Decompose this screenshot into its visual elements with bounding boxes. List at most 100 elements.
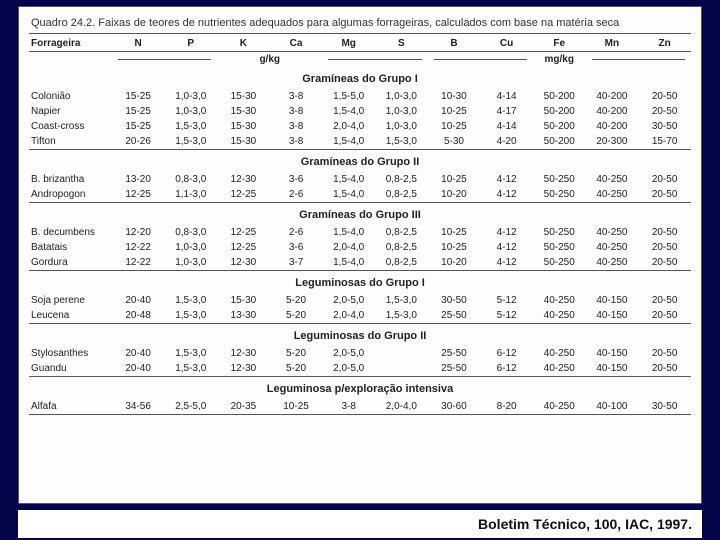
cell: 20-300 [586,134,639,150]
cell: 20-50 [638,225,691,240]
cell: 20-50 [638,346,691,361]
table-row: Stylosanthes20-401,5-3,012-305-202,0-5,0… [29,346,691,361]
cell: 5-20 [270,308,323,324]
table-row: Andropogon12-251,1-3,012-252-61,5-4,00,8… [29,187,691,203]
row-label: Stylosanthes [29,346,112,361]
cell: 0,8-3,0 [164,225,217,240]
table-row: Coast-cross15-251,5-3,015-303-82,0-4,01,… [29,119,691,134]
cell: 20-50 [638,187,691,203]
table-row: Napier15-251,0-3,015-303-81,5-4,01,0-3,0… [29,104,691,119]
cell: 10-20 [428,187,481,203]
table-row: Alfafa34-562,5-5,020-3510-253-82,0-4,030… [29,399,691,415]
cell: 2,0-5,0 [322,361,375,377]
cell: 0,8-3,0 [164,172,217,187]
cell: 1,5-4,0 [322,255,375,271]
col-cu: Cu [480,34,533,52]
cell: 4-20 [480,134,533,150]
cell: 34-56 [112,399,165,415]
group-title: Gramíneas do Grupo I [29,67,691,89]
cell: 5-20 [270,361,323,377]
group-header: Gramíneas do Grupo I [29,67,691,89]
cell [375,361,428,377]
nutrient-table: ForrageiraNPKCaMgSBCuFeMnZn g/kg mg/kg G… [29,34,691,415]
col-ca: Ca [270,34,323,52]
cell: 4-12 [480,172,533,187]
cell: 10-25 [270,399,323,415]
cell: 40-150 [586,293,639,308]
cell: 30-60 [428,399,481,415]
cell: 3-7 [270,255,323,271]
cell: 15-25 [112,104,165,119]
cell: 4-12 [480,255,533,271]
cell: 20-50 [638,89,691,104]
group-title: Gramíneas do Grupo II [29,150,691,172]
cell: 40-150 [586,361,639,377]
cell: 20-50 [638,361,691,377]
cell: 30-50 [638,399,691,415]
cell: 1,0-3,0 [375,104,428,119]
cell: 1,5-3,0 [164,308,217,324]
cell: 12-25 [112,187,165,203]
cell: 1,5-3,0 [375,308,428,324]
cell: 4-12 [480,187,533,203]
table-row: Gordura12-221,0-3,012-303-71,5-4,00,8-2,… [29,255,691,271]
cell: 0,8-2,5 [375,172,428,187]
cell: 25-50 [428,361,481,377]
cell: 5-20 [270,293,323,308]
cell: 2,0-4,0 [322,119,375,134]
group-header: Gramíneas do Grupo III [29,203,691,225]
row-label: Napier [29,104,112,119]
cell: 50-250 [533,255,586,271]
group-title: Gramíneas do Grupo III [29,203,691,225]
cell: 40-100 [586,399,639,415]
cell: 1,0-3,0 [164,104,217,119]
cell: 1,5-4,0 [322,187,375,203]
group-header: Leguminosa p/exploração intensiva [29,377,691,399]
cell: 50-200 [533,89,586,104]
cell: 40-250 [533,361,586,377]
cell: 13-20 [112,172,165,187]
table-row: Batatais12-221,0-3,012-253-62,0-4,00,8-2… [29,240,691,255]
cell: 4-12 [480,225,533,240]
cell: 10-25 [428,119,481,134]
cell: 20-48 [112,308,165,324]
cell: 0,8-2,5 [375,255,428,271]
col-fe: Fe [533,34,586,52]
cell: 12-25 [217,225,270,240]
cell: 1,5-3,0 [164,119,217,134]
table-body: g/kg mg/kg Gramíneas do Grupo IColonião1… [29,52,691,416]
col-forrageira: Forrageira [29,34,112,52]
cell: 4-14 [480,89,533,104]
cell: 1,1-3,0 [164,187,217,203]
cell: 50-200 [533,119,586,134]
cell: 3-8 [270,119,323,134]
row-label: B. brizantha [29,172,112,187]
cell: 15-30 [217,104,270,119]
table-row: B. decumbens12-200,8-3,012-252-61,5-4,00… [29,225,691,240]
cell: 40-250 [533,308,586,324]
col-n: N [112,34,165,52]
group-title: Leguminosa p/exploração intensiva [29,377,691,399]
row-label: Soja perene [29,293,112,308]
cell: 50-250 [533,240,586,255]
cell: 50-200 [533,104,586,119]
cell: 20-40 [112,361,165,377]
row-label: Tifton [29,134,112,150]
cell: 40-250 [586,240,639,255]
cell: 20-50 [638,308,691,324]
cell: 50-250 [533,187,586,203]
cell: 3-8 [270,89,323,104]
cell: 40-250 [533,293,586,308]
table-row: Tifton20-261,5-3,015-303-81,5-4,01,5-3,0… [29,134,691,150]
cell: 1,0-3,0 [375,119,428,134]
cell: 1,0-3,0 [375,89,428,104]
cell: 15-30 [217,134,270,150]
cell: 1,5-5,0 [322,89,375,104]
cell: 40-150 [586,308,639,324]
cell: 40-250 [586,225,639,240]
cell: 0,8-2,5 [375,225,428,240]
cell: 40-200 [586,89,639,104]
cell: 25-50 [428,308,481,324]
cell: 20-50 [638,293,691,308]
cell: 12-22 [112,255,165,271]
